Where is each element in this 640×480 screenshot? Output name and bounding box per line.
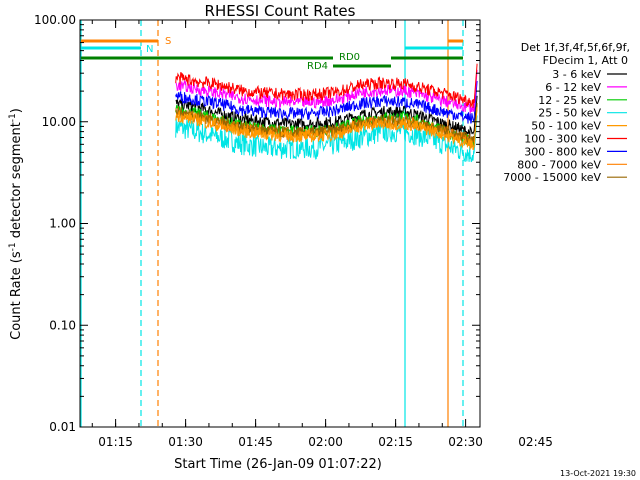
legend-title-line-1: Det 1f,3f,4f,5f,6f,9f, [521,41,630,54]
legend-label-7: 300 - 800 keV [524,145,601,158]
axes-layer: 0.01 0.10 1.00 10.00 100.00 01:15 01:30 01:45 02… [34,13,553,449]
legend-label-8: 800 - 7000 keV [517,158,601,171]
legend-title-line-2: FDecim 1, Att 0 [543,54,628,67]
series-line-1 [175,95,478,139]
y-label-sup-1: -1 [8,242,18,251]
legend-label-2: 6 - 12 keV [545,81,601,94]
y-tick-label-3: 1.00 [49,217,76,231]
legend-label-3: 12 - 25 keV [538,94,601,107]
y-tick-label-1: 0.01 [49,420,76,434]
x-tick-label-4: 02:00 [308,435,343,449]
series-line-2 [175,69,478,114]
annotation-n: N [146,44,153,55]
annotation-rd0: RD0 [339,52,360,63]
legend-label-9: 7000 - 15000 keV [503,171,601,184]
y-tick-label-5: 100.00 [34,13,76,27]
series-line-9 [175,102,478,146]
footer-date: 13-Oct-2021 19:30 [560,469,636,478]
x-tick-label-1: 01:15 [98,435,133,449]
plot-frame [79,19,481,428]
series-layer [175,63,478,163]
annotation-s: S [165,36,171,47]
x-tick-label-2: 01:30 [168,435,203,449]
y-tick-label-2: 0.10 [49,318,76,332]
x-axis-label: Start Time (26-Jan-09 01:07:22) [174,457,382,472]
annotation-rd4: RD4 [307,61,328,72]
y-label-part-1: Count Rate (s [9,251,24,340]
y-label-part-3: ) [9,108,24,113]
x-tick-label-6: 02:30 [448,435,483,449]
series-line-7 [175,80,478,124]
attitude-bars: S N RD0 RD4 [81,36,463,72]
legend-label-6: 100 - 300 keV [524,133,601,146]
y-label-part-2: detector segment [9,122,24,242]
series-line-5 [175,107,478,151]
series-line-6 [175,63,478,109]
y-tick-label-4: 10.00 [42,115,76,129]
legend-label-5: 50 - 100 keV [531,120,601,133]
legend: Det 1f,3f,4f,5f,6f,9f, FDecim 1, Att 0 3… [503,41,630,184]
legend-label-4: 25 - 50 keV [538,107,601,120]
y-axis-label: Count Rate (s-1 detector segment-1) [8,108,24,340]
x-tick-label-3: 01:45 [238,435,273,449]
legend-label-1: 3 - 6 keV [552,68,601,81]
x-tick-label-5: 02:15 [378,435,413,449]
chart-title: RHESSI Count Rates [205,2,356,20]
y-label-sup-2: -1 [8,113,18,122]
x-tick-label-7: 02:45 [518,435,553,449]
